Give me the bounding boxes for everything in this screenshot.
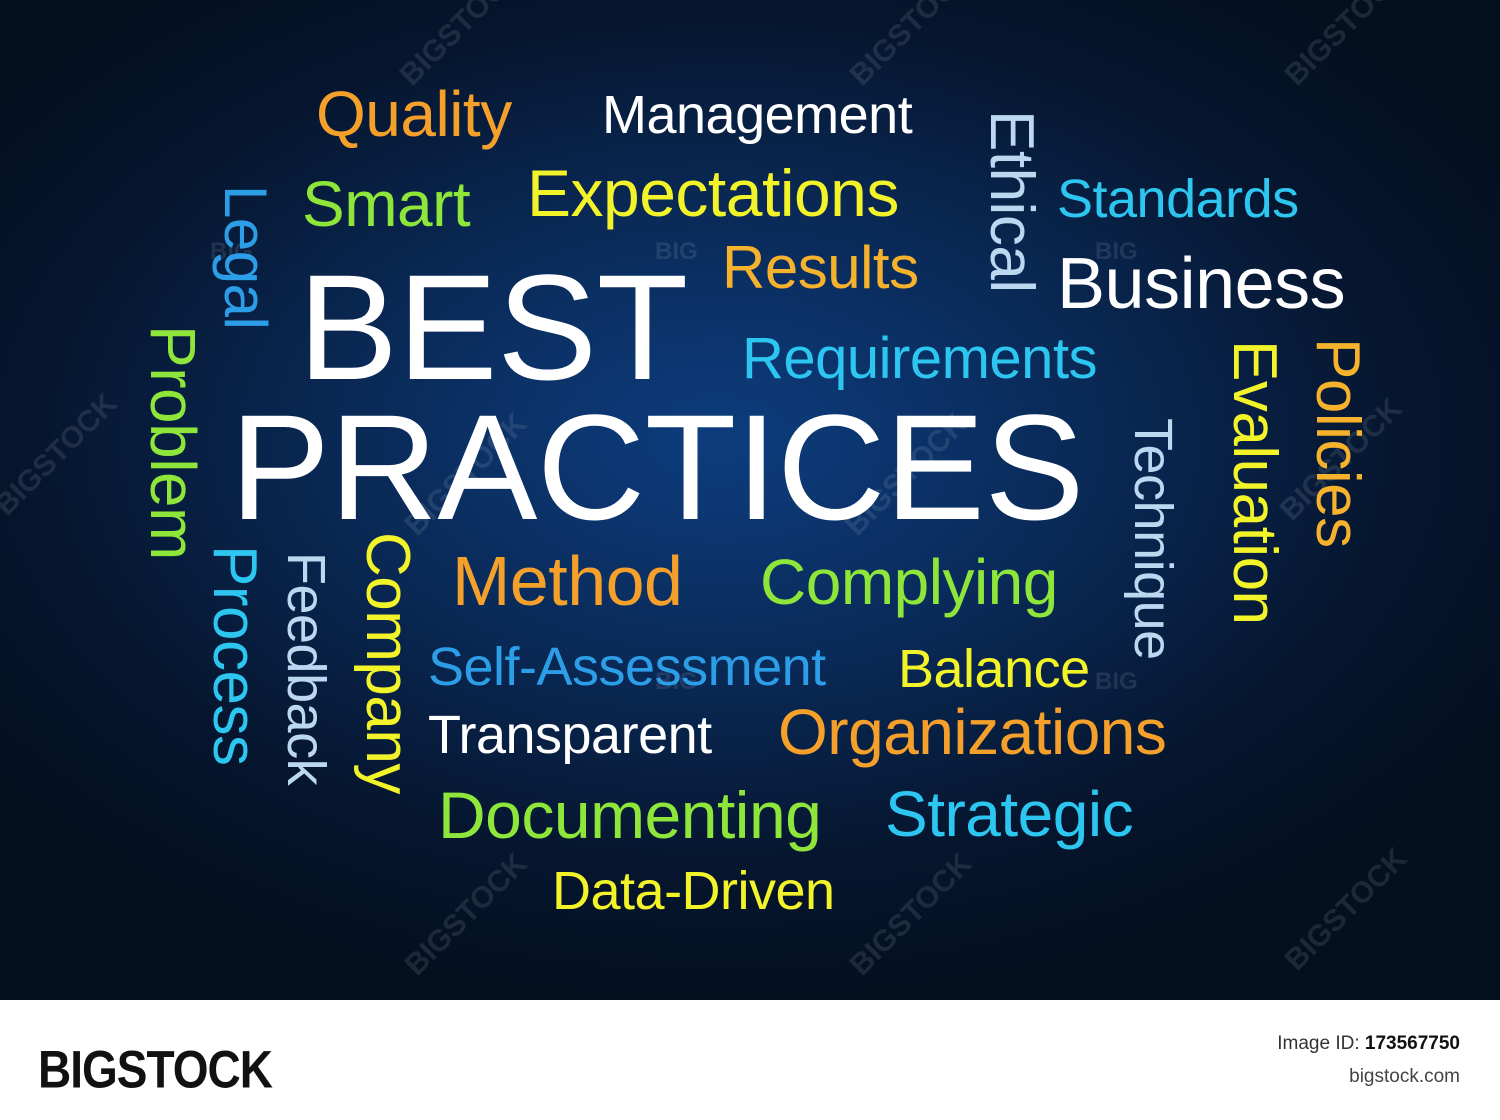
word-requirements: Requirements — [742, 326, 1098, 391]
word-documenting: Documenting — [438, 778, 822, 852]
word-standards: Standards — [1057, 169, 1299, 229]
image-id-label: Image ID: — [1277, 1033, 1360, 1054]
word-evaluation: Evaluation — [1220, 340, 1289, 625]
watermark: BIG — [1095, 668, 1138, 695]
word-cloud: BIGSTOCK BIGSTOCK BIGSTOCK BIGSTOCK BIGS… — [0, 0, 1500, 1000]
word-method: Method — [452, 542, 683, 620]
watermark: BIGSTOCK — [0, 387, 124, 522]
image-id-line: Image ID: 173567750 — [1277, 1033, 1460, 1055]
word-feedback: Feedback — [276, 552, 336, 786]
image-id-value: 173567750 — [1364, 1033, 1460, 1054]
word-complying: Complying — [760, 546, 1058, 618]
watermark: BIG — [210, 238, 253, 265]
word-organizations: Organizations — [778, 696, 1167, 768]
word-technique: Technique — [1123, 418, 1183, 660]
word-balance: Balance — [898, 639, 1090, 699]
word-company: Company — [353, 532, 422, 794]
word-expectations: Expectations — [527, 156, 899, 230]
footer-bar: BIGSTOCK Image ID: 173567750 bigstock.co… — [0, 1000, 1500, 1120]
word-ethical: Ethical — [977, 110, 1046, 293]
word-transparent: Transparent — [428, 705, 712, 765]
word-quality: Quality — [316, 78, 512, 150]
watermark: BIGSTOCK — [1278, 842, 1414, 977]
word-self-assessment: Self-Assessment — [428, 637, 826, 697]
watermark: BIGSTOCK — [843, 0, 979, 92]
word-strategic: Strategic — [885, 778, 1134, 850]
word-problem: Problem — [137, 325, 209, 560]
word-practices: PRACTICES — [230, 383, 1084, 551]
bigstock-logo: BIGSTOCK — [38, 1039, 273, 1099]
watermark: BIG — [655, 668, 698, 695]
word-best: BEST — [298, 243, 688, 411]
watermark: BIG — [655, 238, 698, 265]
word-business: Business — [1057, 244, 1346, 324]
word-management: Management — [602, 85, 913, 145]
watermark: BIGSTOCK — [398, 847, 534, 982]
word-policies: Policies — [1303, 338, 1372, 548]
word-smart: Smart — [302, 168, 471, 240]
word-results: Results — [722, 234, 919, 301]
word-data-driven: Data-Driven — [552, 861, 835, 921]
watermark: BIGSTOCK — [1278, 0, 1414, 92]
site-url: bigstock.com — [1349, 1066, 1460, 1087]
word-process: Process — [200, 545, 269, 766]
watermark: BIG — [1095, 238, 1138, 265]
watermark: BIGSTOCK — [843, 847, 979, 982]
word-legal: Legal — [212, 185, 279, 330]
